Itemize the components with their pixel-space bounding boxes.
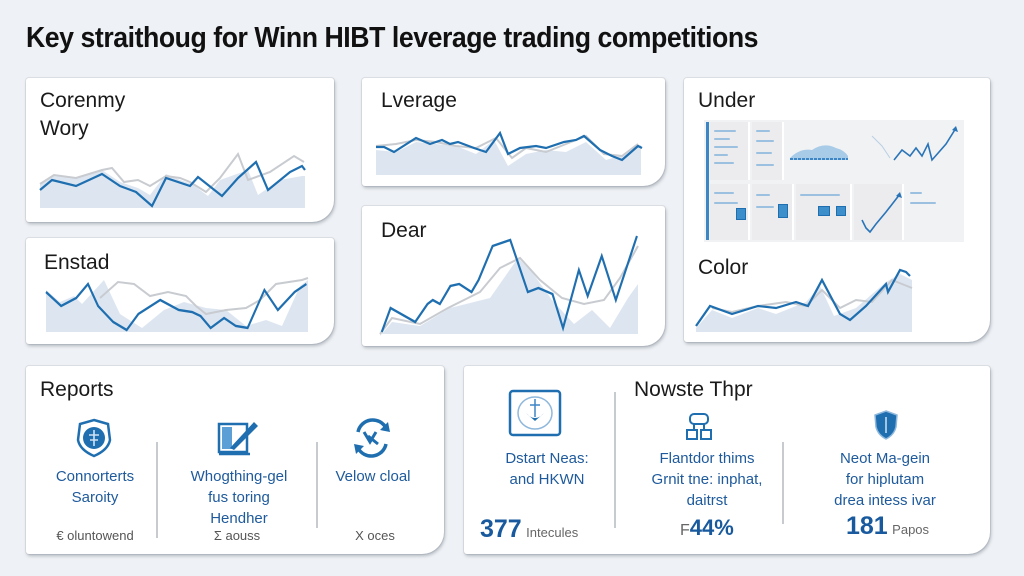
- chart-dear: [379, 235, 639, 336]
- report-label-line: Hendher: [210, 510, 268, 527]
- report-label-3[interactable]: Velow cloal: [298, 466, 448, 487]
- thumbnail-skyline-graphic: [790, 145, 848, 160]
- thumbnail-trend-chart: [861, 192, 902, 234]
- reports-title: Reports: [40, 378, 114, 401]
- report-label-line: Connorterts: [55, 468, 135, 485]
- report-footer-1: € oluntowend: [56, 528, 134, 543]
- news-label-line: and HKWN: [509, 471, 585, 488]
- news-stat-2: F44%: [680, 515, 734, 541]
- thumbnail-text-line: [910, 202, 936, 204]
- report-label-line: Saroity: [71, 489, 119, 506]
- news-title: Nowste Thpr: [634, 378, 753, 401]
- stat-value: 44%: [689, 515, 734, 540]
- shield-icon: [76, 418, 112, 458]
- card-title-under: Under: [698, 89, 756, 112]
- divider: [316, 442, 318, 528]
- thumbnail-text-line: [756, 194, 770, 196]
- thumbnail-text-line: [714, 146, 738, 148]
- stat-unit: Papos: [892, 522, 930, 537]
- report-label-1[interactable]: Connorterts Saroity: [20, 466, 170, 508]
- edit-document-icon: [217, 422, 258, 456]
- thumbnail-text-line: [714, 154, 728, 156]
- report-footer-3: X oces: [355, 528, 395, 543]
- news-label-3[interactable]: Neot Ma-gein for hiplutam drea intess iv…: [800, 448, 970, 511]
- thumbnail-tile: [778, 204, 788, 218]
- divider: [614, 392, 616, 528]
- card-title-enstad: Enstad: [44, 251, 110, 274]
- news-label-line: Neot Ma-gein: [839, 450, 931, 467]
- thumbnail-text-line: [756, 140, 774, 142]
- thumbnail-tile: [818, 206, 830, 216]
- thumbnail-trend-chart: [871, 126, 958, 162]
- news-label-2[interactable]: Flantdor thims Grnit tne: inphat, daitrs…: [622, 448, 792, 511]
- news-label-line: Grnit tne: inphat,: [651, 471, 763, 488]
- news-label-line: drea intess ivar: [834, 492, 936, 509]
- news-label-line: daitrst: [686, 492, 728, 509]
- report-label-line: fus toring: [208, 489, 270, 506]
- thumbnail-text-line: [910, 192, 922, 194]
- card-title-dear: Dear: [381, 219, 427, 242]
- network-nodes-icon: [686, 413, 712, 440]
- card-title-currency-line1: Corenmy: [40, 89, 126, 112]
- card-title-leverage: Lverage: [381, 89, 457, 112]
- news-stat-1: 377 Intecules: [480, 515, 578, 544]
- thumbnail-text-line: [714, 202, 738, 204]
- thumbnail-panel: [854, 184, 904, 240]
- report-label-line: Velow cloal: [335, 468, 411, 485]
- card-title-color: Color: [698, 256, 749, 279]
- card-title-currency-line2: Wory: [40, 117, 89, 140]
- thumbnail-text-line: [714, 130, 736, 132]
- stat-value: 377: [480, 515, 522, 543]
- chart-color: [695, 268, 913, 332]
- report-label-line: Whogthing-gel: [190, 468, 288, 485]
- thumbnail-tile: [736, 208, 746, 220]
- chart-currency: [39, 151, 306, 208]
- thumbnail-text-line: [800, 194, 840, 196]
- thumbnail-accent-bar: [706, 122, 709, 240]
- divider: [782, 442, 784, 524]
- sync-icon: [354, 418, 390, 458]
- divider: [156, 442, 158, 538]
- thumbnail-text-line: [756, 164, 774, 166]
- thumbnail-text-line: [714, 162, 734, 164]
- thumbnail-tile: [836, 206, 846, 216]
- news-label-line: Flantdor thims: [659, 450, 755, 467]
- shield-icon: [874, 410, 898, 440]
- thumbnail-text-line: [756, 152, 772, 154]
- framed-emblem-icon: [508, 389, 562, 437]
- thumbnail-text-line: [756, 206, 774, 208]
- thumbnail-text-line: [714, 138, 730, 140]
- news-label-line: for hiplutam: [845, 471, 925, 488]
- stat-unit: Intecules: [526, 525, 579, 540]
- news-label-1[interactable]: Dstart Neas: and HKWN: [462, 448, 632, 490]
- thumbnail-text-line: [714, 192, 734, 194]
- report-label-2[interactable]: Whogthing-gel fus toring Hendher: [164, 466, 314, 529]
- thumbnail-text-line: [756, 130, 770, 132]
- chart-enstad: [45, 277, 309, 332]
- card-reports[interactable]: [26, 366, 444, 554]
- news-label-line: Dstart Neas:: [505, 450, 589, 467]
- stat-value: 181: [846, 512, 888, 540]
- page-title: Key straithoug for Winn HIBT leverage tr…: [26, 22, 759, 54]
- dashboard-thumbnail[interactable]: [704, 120, 964, 242]
- report-footer-2: Σ aouss: [213, 528, 261, 543]
- stat-prefix: F: [680, 522, 690, 539]
- news-stat-3: 181 Papos: [846, 512, 929, 541]
- chart-leverage: [375, 130, 643, 175]
